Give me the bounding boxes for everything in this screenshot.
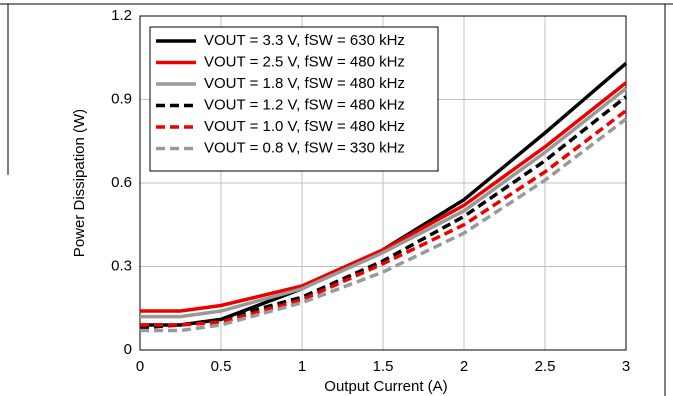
x-tick-label: 2 xyxy=(460,358,468,375)
x-tick-label: 2.5 xyxy=(535,358,556,375)
y-tick-label: 1.2 xyxy=(111,7,132,24)
x-tick-label: 0 xyxy=(136,358,144,375)
x-axis-label: Output Current (A) xyxy=(324,378,447,395)
legend-label: VOUT = 1.0 V, fSW = 480 kHz xyxy=(204,118,405,135)
legend-label: VOUT = 3.3 V, fSW = 630 kHz xyxy=(204,32,405,49)
series-line xyxy=(140,117,628,333)
plot-border xyxy=(139,15,627,351)
series-line xyxy=(140,109,628,327)
series-line xyxy=(140,81,628,313)
legend-label: VOUT = 0.8 V, fSW = 330 kHz xyxy=(204,139,405,156)
x-tick-label: 1 xyxy=(298,358,306,375)
y-tick-label: 0.6 xyxy=(111,174,132,191)
x-tick-label: 0.5 xyxy=(211,358,232,375)
y-axis-label: Power Dissipation (W) xyxy=(71,109,88,257)
x-tick-label: 3 xyxy=(622,358,630,375)
series-line xyxy=(140,86,628,319)
y-tick-label: 0.9 xyxy=(111,90,132,107)
y-tick-label: 0 xyxy=(124,341,132,358)
legend-box xyxy=(149,26,439,172)
y-tick-label: 0.3 xyxy=(111,257,132,274)
legend-label: VOUT = 1.2 V, fSW = 480 kHz xyxy=(204,96,405,113)
legend-label: VOUT = 1.8 V, fSW = 480 kHz xyxy=(204,75,405,92)
x-tick-label: 1.5 xyxy=(373,358,394,375)
legend-label: VOUT = 2.5 V, fSW = 480 kHz xyxy=(204,53,405,70)
